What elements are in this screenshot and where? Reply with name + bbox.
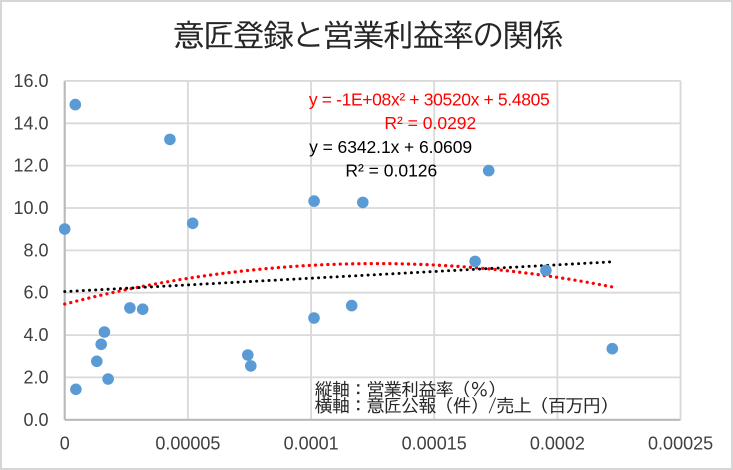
svg-text:y = 6342.1x + 6.0609: y = 6342.1x + 6.0609 — [309, 137, 472, 157]
svg-text:0.0002: 0.0002 — [530, 433, 585, 453]
svg-text:16.0: 16.0 — [13, 71, 48, 91]
svg-text:0.00015: 0.00015 — [402, 433, 467, 453]
svg-text:2.0: 2.0 — [23, 367, 48, 387]
svg-text:0: 0 — [60, 433, 70, 453]
svg-text:R² = 0.0292: R² = 0.0292 — [384, 113, 476, 133]
svg-text:y = -1E+08x² + 30520x + 5.4805: y = -1E+08x² + 30520x + 5.4805 — [309, 89, 550, 109]
svg-text:R² = 0.0126: R² = 0.0126 — [345, 160, 437, 180]
svg-text:8.0: 8.0 — [23, 240, 48, 260]
svg-text:0.00005: 0.00005 — [155, 433, 220, 453]
svg-text:6.0: 6.0 — [23, 283, 48, 303]
svg-text:0.0: 0.0 — [23, 410, 48, 430]
svg-text:10.0: 10.0 — [13, 198, 48, 218]
svg-text:0.00025: 0.00025 — [648, 433, 713, 453]
svg-text:12.0: 12.0 — [13, 156, 48, 176]
svg-text:4.0: 4.0 — [23, 325, 48, 345]
svg-text:14.0: 14.0 — [13, 113, 48, 133]
svg-text:0.0001: 0.0001 — [284, 433, 339, 453]
